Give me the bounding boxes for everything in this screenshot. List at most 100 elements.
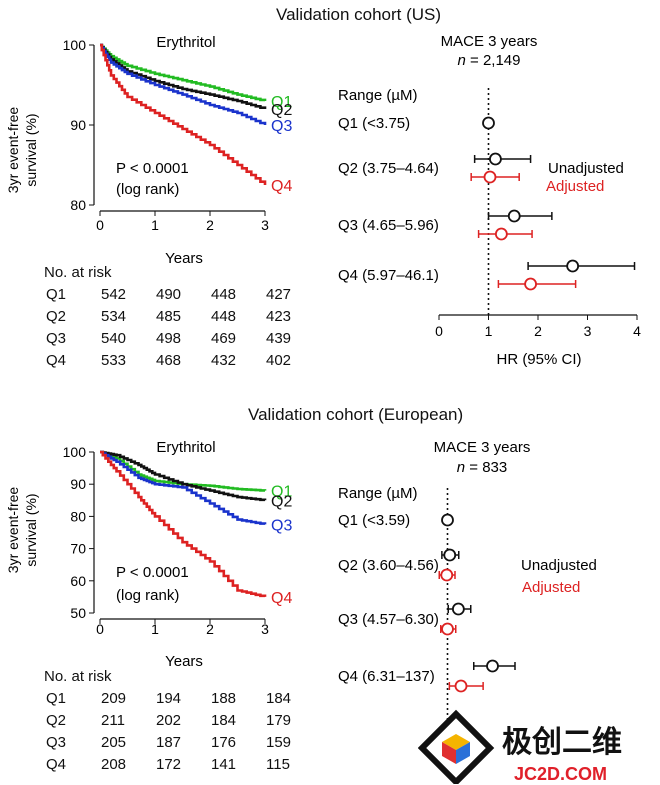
risk-value: 209 xyxy=(101,689,127,707)
risk-value: 141 xyxy=(211,755,237,773)
risk-row-q1: Q1 209 194 188 184 xyxy=(44,687,321,709)
risk-row-q2: Q2 211 202 184 179 xyxy=(44,709,321,731)
km-x-tick-label: 1 xyxy=(151,621,159,637)
forest-n: n = 2,149 xyxy=(458,52,521,69)
forest-x-tick-label: 4 xyxy=(633,323,641,339)
km-y-tick-label: 100 xyxy=(63,37,87,53)
risk-row-q4: Q4 208 172 141 115 xyxy=(44,753,321,775)
km-y-tick-label: 90 xyxy=(70,117,86,133)
risk-value: 187 xyxy=(156,733,182,751)
forest-row-label: Q3 (4.65–5.96) xyxy=(338,217,439,234)
forest-range-header: Range (µM) xyxy=(338,87,418,104)
risk-label: Q2 xyxy=(46,711,67,729)
risk-value: 485 xyxy=(156,307,182,325)
risk-value: 427 xyxy=(266,285,292,303)
forest-row-label: Q2 (3.75–4.64) xyxy=(338,160,439,177)
risk-label: Q4 xyxy=(46,755,67,773)
km-series-q2 xyxy=(100,450,267,502)
risk-value: 188 xyxy=(211,689,237,707)
km-pvalue: P < 0.0001 xyxy=(116,564,189,581)
risk-label: Q4 xyxy=(46,351,67,369)
forest-x-tick-label: 1 xyxy=(485,323,493,339)
risk-value: 211 xyxy=(101,711,125,729)
risk-value: 202 xyxy=(156,711,182,729)
km-y-tick-label: 80 xyxy=(70,197,86,213)
forest-adjusted-point xyxy=(454,679,468,693)
panel-title-us: Validation cohort (US) xyxy=(276,5,442,24)
km-title: Erythritol xyxy=(156,34,215,51)
forest-row-label: Q1 (<3.75) xyxy=(338,115,410,132)
risk-value: 179 xyxy=(266,711,292,729)
km-y-tick-label: 100 xyxy=(63,444,87,460)
risk-row-q3: Q3 540 498 469 439 xyxy=(44,327,321,349)
km-x-tick-label: 0 xyxy=(96,621,104,637)
forest-unadjusted-point xyxy=(507,209,521,223)
risk-value: 448 xyxy=(211,307,237,325)
forest-legend-unadjusted: Unadjusted xyxy=(548,160,624,177)
risk-value: 540 xyxy=(101,329,127,347)
km-series-q2 xyxy=(100,43,267,109)
risk-value: 432 xyxy=(211,351,237,369)
risk-value: 159 xyxy=(266,733,292,751)
forest-row-label: Q2 (3.60–4.56) xyxy=(338,557,439,574)
km-series-label-q3: Q3 xyxy=(271,118,292,135)
risk-header: No. at risk xyxy=(44,263,112,281)
km-x-tick-label: 2 xyxy=(206,217,214,233)
risk-value: 184 xyxy=(211,711,237,729)
watermark-brand: 极创二维 xyxy=(502,726,622,759)
risk-row-q2: Q2 534 485 448 423 xyxy=(44,305,321,327)
km-series-q4 xyxy=(100,450,267,598)
km-series-label-q4: Q4 xyxy=(271,590,292,607)
km-x-tick-label: 0 xyxy=(96,217,104,233)
forest-plot-european: MACE 3 years n = 833 Range (µM) Q1 (<3.5… xyxy=(338,439,597,727)
forest-reference-point xyxy=(441,513,454,527)
km-y-tick-label: 70 xyxy=(70,541,86,557)
risk-value: 468 xyxy=(156,351,182,369)
risk-row-q1: Q1 542 490 448 427 xyxy=(44,283,321,305)
km-series-label-q1: Q1 xyxy=(271,484,292,501)
km-chart-european: 3yr event-free survival (%) Erythritol 5… xyxy=(5,439,292,670)
risk-value: 542 xyxy=(101,285,127,303)
km-y-tick-label: 50 xyxy=(70,605,86,621)
km-series-q4 xyxy=(100,43,267,185)
forest-unadjusted-point xyxy=(451,602,465,616)
km-xlabel: Years xyxy=(165,250,203,267)
risk-table-us: No. at risk Q1 542 490 448 427 Q2 534 485 448 42… xyxy=(44,261,321,371)
risk-label: Q3 xyxy=(46,329,67,347)
forest-x-tick-label: 2 xyxy=(534,323,542,339)
risk-label: Q2 xyxy=(46,307,67,325)
forest-unadjusted-point xyxy=(566,259,580,273)
forest-title: MACE 3 years xyxy=(441,33,538,50)
forest-adjusted-point xyxy=(441,622,454,636)
forest-unadjusted-point xyxy=(486,659,499,673)
forest-n: n = 833 xyxy=(457,459,507,476)
forest-legend-unadjusted: Unadjusted xyxy=(521,557,597,574)
watermark-logo: 极创二维 JC2D.COM xyxy=(418,709,622,784)
risk-row-q3: Q3 205 187 176 159 xyxy=(44,731,321,753)
km-series-label-q2: Q2 xyxy=(271,102,292,119)
risk-value: 176 xyxy=(211,733,237,751)
risk-value: 498 xyxy=(156,329,182,347)
risk-table-european: No. at risk Q1 209 194 188 184 Q2 211 202 184 17… xyxy=(44,665,321,775)
forest-unadjusted-point xyxy=(443,548,457,562)
risk-value: 490 xyxy=(156,285,182,303)
risk-value: 184 xyxy=(266,689,292,707)
km-xlabel: Years xyxy=(165,653,203,670)
risk-value: 172 xyxy=(156,755,182,773)
km-series-label-q2: Q2 xyxy=(271,493,292,510)
forest-xlabel: HR (95% CI) xyxy=(496,351,581,368)
km-pvalue-test: (log rank) xyxy=(116,587,179,604)
forest-legend-adjusted: Adjusted xyxy=(546,178,604,195)
km-series-label-q3: Q3 xyxy=(271,517,292,534)
km-pvalue: P < 0.0001 xyxy=(116,160,189,177)
km-title: Erythritol xyxy=(156,439,215,456)
risk-label: Q1 xyxy=(46,285,67,303)
km-x-tick-label: 1 xyxy=(151,217,159,233)
km-ylabel-line2: survival (%) xyxy=(23,113,39,186)
forest-reference-point xyxy=(482,116,495,130)
km-y-tick-label: 60 xyxy=(70,573,86,589)
risk-value: 423 xyxy=(266,307,292,325)
km-x-tick-label: 3 xyxy=(261,621,269,637)
forest-range-header: Range (µM) xyxy=(338,485,418,502)
forest-x-tick-label: 0 xyxy=(435,323,443,339)
